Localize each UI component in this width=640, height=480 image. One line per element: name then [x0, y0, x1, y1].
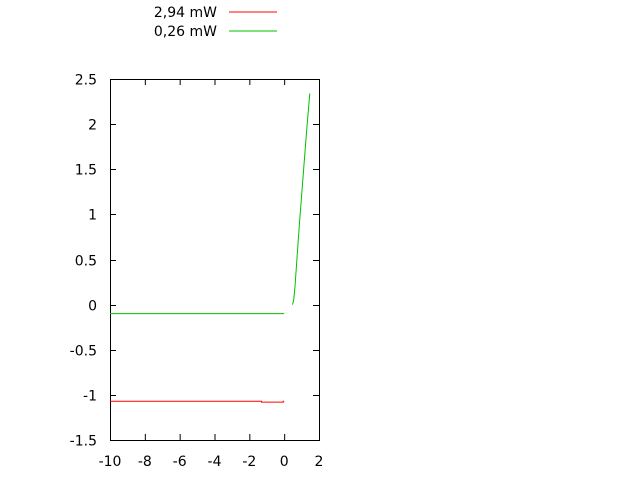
legend-label-1: 0,26 mW [154, 24, 217, 40]
y-tick-label: -0.5 [70, 344, 97, 360]
axes: -10 -8 -6 -4 -2 0 2 -1.5 -1 -0.5 0 0.5 1 1.5 2 2.5 [70, 73, 324, 471]
series-1-line-segment-1 [292, 93, 311, 305]
x-tick-label: -10 [99, 454, 122, 470]
series-0-line-segment-0 [110, 400, 285, 403]
x-tick-label: -6 [173, 454, 187, 470]
x-tick-label: -2 [242, 454, 256, 470]
legend-label-0: 2,94 mW [154, 5, 217, 21]
x-tick-label: -4 [208, 454, 222, 470]
y-tick-label: -1.5 [70, 434, 97, 450]
y-tick-label: 2.5 [75, 73, 97, 89]
legend: 2,94 mW 0,26 mW [154, 5, 277, 40]
plot-area [110, 93, 311, 403]
x-tick-label: -8 [138, 454, 152, 470]
y-tick-label: 1.5 [75, 163, 97, 179]
x-tick-label: 0 [280, 454, 289, 470]
y-tick-label: 0.5 [75, 254, 97, 270]
y-tick-label: -1 [83, 389, 97, 405]
y-tick-label: 2 [88, 118, 97, 134]
y-tick-label: 1 [88, 208, 97, 224]
x-tick-label: 2 [315, 454, 324, 470]
y-tick-label: 0 [88, 299, 97, 315]
plot-frame [110, 79, 320, 441]
